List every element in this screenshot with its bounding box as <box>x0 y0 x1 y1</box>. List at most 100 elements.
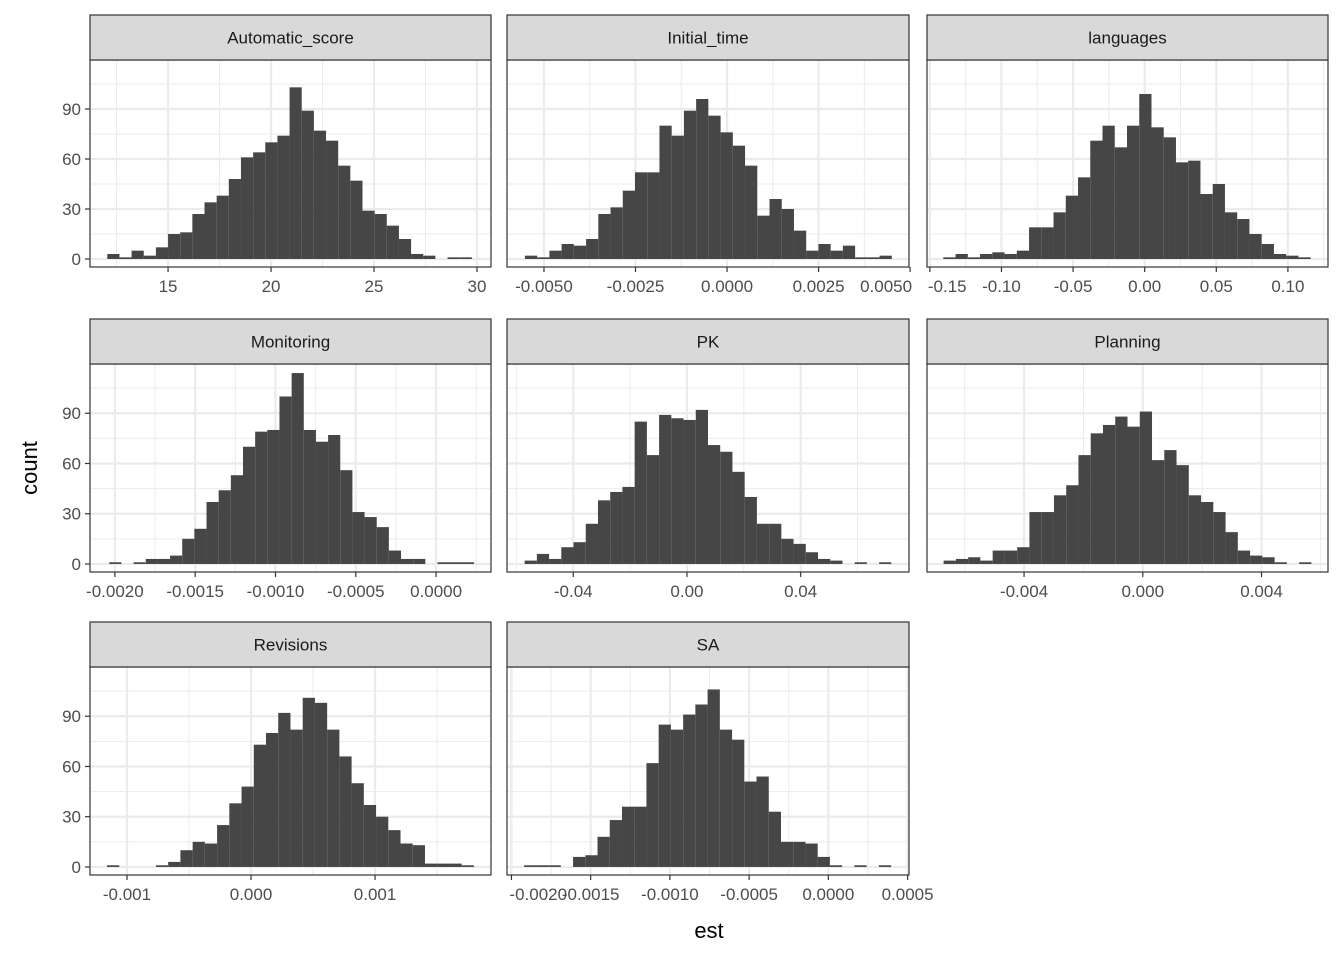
x-tick-label: 0.000 <box>1122 582 1165 601</box>
histogram-bar <box>1041 227 1054 259</box>
x-tick-label: 0.0000 <box>802 885 854 904</box>
x-tick-label: 0.000 <box>230 885 273 904</box>
histogram-bar <box>842 245 856 259</box>
histogram-bar <box>1053 212 1066 259</box>
histogram-bar <box>376 816 389 867</box>
histogram-bar <box>867 257 880 259</box>
histogram-bar <box>340 470 353 564</box>
histogram-bar <box>549 558 562 564</box>
histogram-bar <box>303 429 316 564</box>
x-tick-label: -0.0015 <box>562 885 620 904</box>
histogram-bar <box>180 232 193 259</box>
y-tick-label: 30 <box>62 808 81 827</box>
histogram-bar <box>855 257 868 259</box>
histogram-bar <box>854 865 867 867</box>
histogram-bar <box>647 172 660 259</box>
histogram-bar <box>109 562 122 564</box>
histogram-bar <box>806 250 819 259</box>
histogram-bar <box>683 419 696 564</box>
x-tick-label: 0.0005 <box>882 885 934 904</box>
histogram-bar <box>313 130 327 259</box>
histogram-bar <box>1127 426 1140 564</box>
histogram-bar <box>218 490 231 564</box>
histogram-bar <box>621 806 635 867</box>
histogram-bar <box>459 257 472 259</box>
histogram-bar <box>573 245 587 259</box>
histogram-bar <box>461 562 474 564</box>
histogram-bar <box>1213 512 1226 564</box>
x-tick-label: 0.10 <box>1271 277 1304 296</box>
facet-strip-label: languages <box>1088 29 1166 48</box>
x-tick-label: -0.15 <box>928 277 967 296</box>
histogram-bar <box>1262 557 1275 564</box>
histogram-bar <box>1176 465 1189 564</box>
histogram-bar <box>1029 227 1042 259</box>
x-tick-label: -0.004 <box>1000 582 1048 601</box>
histogram-bar <box>1250 555 1263 564</box>
x-tick-label: -0.0005 <box>720 885 778 904</box>
histogram-bar <box>597 836 610 867</box>
histogram-bar <box>1249 234 1262 259</box>
x-tick-label: -0.0015 <box>166 582 224 601</box>
histogram-bar <box>585 855 598 867</box>
histogram-bar <box>586 239 599 259</box>
histogram-bar <box>732 471 745 564</box>
histogram-bar <box>781 841 794 867</box>
histogram-bar <box>1016 250 1030 259</box>
histogram-bar <box>817 856 830 867</box>
facet-strip <box>506 621 910 668</box>
histogram-bar <box>561 547 574 564</box>
histogram-bar <box>671 418 684 564</box>
facet-panel: languages -0.15 -0.10 -0.05 0.00 0.05 0.10 <box>926 14 1329 296</box>
histogram-bar <box>388 550 402 564</box>
histogram-bar <box>182 538 195 564</box>
y-tick-label: 90 <box>62 100 81 119</box>
x-tick-label: -0.0010 <box>641 885 699 904</box>
histogram-bar <box>327 729 340 867</box>
histogram-bar <box>229 803 242 867</box>
histogram-bar <box>1298 257 1311 259</box>
histogram-bar <box>781 209 794 259</box>
histogram-bar <box>1212 184 1225 259</box>
histogram-bar <box>1163 137 1176 259</box>
histogram-bar <box>805 552 819 564</box>
histogram-bar <box>720 132 733 259</box>
histogram-bar <box>793 230 807 259</box>
histogram-bar <box>967 257 981 259</box>
histogram-bar <box>437 562 450 564</box>
histogram-bar <box>536 865 549 867</box>
histogram-bar <box>597 500 611 564</box>
histogram-bar <box>573 856 586 867</box>
x-tick-label: -0.0005 <box>327 582 385 601</box>
histogram-bar <box>756 776 769 867</box>
x-tick-label: -0.0020 <box>509 885 567 904</box>
histogram-bar <box>217 825 230 867</box>
histogram-bar <box>339 756 352 867</box>
histogram-bar <box>194 528 207 564</box>
histogram-bar <box>708 445 721 564</box>
histogram-bar <box>683 714 696 867</box>
histogram-bar <box>437 863 450 867</box>
histogram-bar <box>805 843 818 867</box>
histogram-bar <box>289 87 302 259</box>
histogram-bar <box>192 214 205 259</box>
y-tick-label: 30 <box>62 200 81 219</box>
histogram-bar <box>1053 495 1067 564</box>
histogram-bar <box>388 830 401 867</box>
facet-strip <box>89 318 492 365</box>
histogram-bar <box>659 414 672 564</box>
histogram-bar <box>412 845 425 867</box>
y-tick-label: 0 <box>72 555 81 574</box>
y-tick-label: 90 <box>62 707 81 726</box>
facet-strip <box>926 318 1329 365</box>
histogram-bar <box>350 180 363 259</box>
facet-strip-label: Monitoring <box>251 333 330 352</box>
histogram-bar <box>230 475 243 564</box>
facet-strip-label: Automatic_score <box>227 29 354 48</box>
histogram-bar <box>524 865 537 867</box>
histogram-bar <box>413 558 426 564</box>
histogram-bar <box>301 110 314 260</box>
histogram-bar <box>573 542 586 564</box>
histogram-bar <box>291 373 304 564</box>
facet-strip-label: Planning <box>1094 333 1160 352</box>
